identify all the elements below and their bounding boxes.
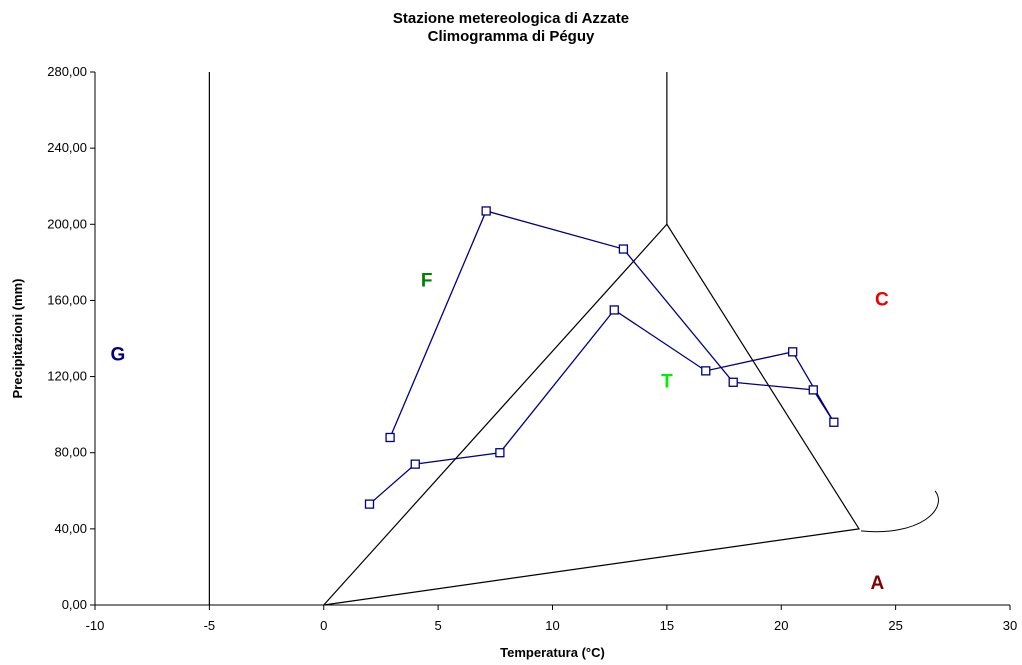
y-tick-label: 200,00 (47, 216, 87, 231)
x-axis-label: Temperatura (°C) (500, 645, 605, 660)
y-tick-label: 160,00 (47, 292, 87, 307)
chart-title: Stazione metereologica di Azzate (392, 10, 630, 27)
chart-subtitle: Climogramma di Péguy (427, 28, 595, 45)
x-tick-label: 10 (545, 618, 559, 633)
y-tick-label: 40,00 (54, 521, 87, 536)
y-tick-label: 120,00 (47, 369, 87, 384)
x-tick-label: 5 (435, 618, 442, 633)
data-point (728, 377, 738, 387)
data-point (618, 244, 629, 254)
x-tick-label: 30 (1003, 618, 1017, 633)
x-tick-label: 25 (888, 618, 902, 633)
data-point (385, 432, 395, 443)
x-tick-label: 0 (320, 618, 327, 633)
series-line (369, 210, 835, 505)
data-point (808, 385, 818, 395)
zone-label-f: F (421, 270, 433, 291)
y-tick-label: 80,00 (54, 445, 87, 460)
data-point (701, 366, 711, 376)
reference-line (323, 223, 861, 606)
y-tick-label: 240,00 (47, 140, 87, 155)
zone-label-c: C (875, 290, 889, 311)
data-point (410, 459, 420, 469)
data-point (829, 417, 839, 427)
data-point (481, 206, 491, 216)
x-tick-label: 15 (660, 618, 674, 633)
zone-label-t: T (661, 371, 673, 392)
y-tick-label: 0,00 (62, 597, 87, 612)
x-tick-label: 20 (774, 618, 788, 633)
bracket-curve (860, 490, 939, 533)
x-tick-label: -10 (86, 618, 105, 633)
plot-area: 0,00 40,00 80,00 120,00 160,00 200,00 240,00 28… (10, 64, 1017, 660)
data-point (609, 305, 619, 315)
y-tick-label: 280,00 (47, 64, 87, 79)
zone-label-g: G (110, 345, 125, 366)
x-tick-label: -5 (204, 618, 216, 633)
data-point (364, 499, 375, 509)
zone-label-a: A (870, 573, 884, 594)
data-point (788, 347, 798, 357)
data-point (495, 448, 505, 458)
y-axis-label: Precipitazioni (mm) (10, 279, 25, 399)
